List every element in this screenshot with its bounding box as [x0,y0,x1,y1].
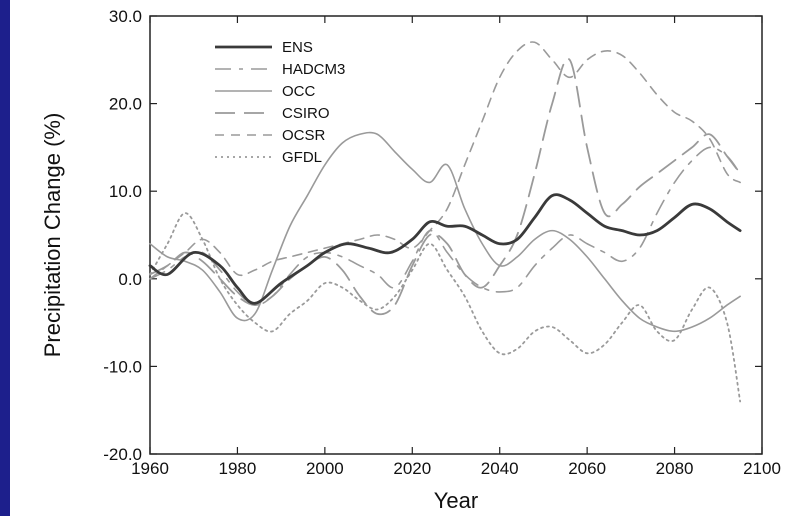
x-tick-label-1960: 1960 [131,459,169,478]
x-tick-label-2040: 2040 [481,459,519,478]
y-tick-label-1: -10.0 [103,357,142,376]
legend-label-ens: ENS [282,39,313,56]
axes [149,15,763,455]
x-tick-label-2080: 2080 [656,459,694,478]
x-tick-label-2100: 2100 [743,459,781,478]
legend-label-hadcm3: HADCM3 [282,61,345,78]
x-tick-label-2020: 2020 [393,459,431,478]
plot-frame [149,15,763,455]
legend: ENS HADCM3 OCC CSIRO OCSR GFDL [215,39,345,166]
legend-label-csiro: CSIRO [282,105,330,122]
y-tick-label-2: 0.0 [118,270,142,289]
y-axis-label: Precipitation Change (%) [40,113,65,358]
y-tick-label-4: 20.0 [109,95,142,114]
legend-label-ocsr: OCSR [282,127,326,144]
series-line-occ [149,131,741,333]
series-line-ocsr [149,41,741,280]
series-line-gfdl [149,212,742,403]
precipitation-chart: 1960 1980 2000 2020 2040 2060 2080 2100 -20.0 -10… [40,7,781,513]
series-line-hadcm3 [149,146,741,306]
x-tick-label-2060: 2060 [568,459,606,478]
ticks: 1960 1980 2000 2020 2040 2060 2080 2100 -20.0 -10… [103,7,781,478]
legend-label-occ: OCC [282,83,316,100]
series-line-ens [148,193,742,305]
legend-label-gfdl: GFDL [282,149,322,166]
y-tick-label-0: -20.0 [103,445,142,464]
x-tick-label-2000: 2000 [306,459,344,478]
x-tick-label-1980: 1980 [219,459,257,478]
x-axis-label: Year [434,488,478,513]
y-tick-label-5: 30.0 [109,7,142,26]
y-tick-label-3: 10.0 [109,182,142,201]
chart-figure: 1960 1980 2000 2020 2040 2060 2080 2100 -20.0 -10… [10,0,792,516]
series-lines [148,41,742,403]
series-line-csiro [149,57,742,316]
